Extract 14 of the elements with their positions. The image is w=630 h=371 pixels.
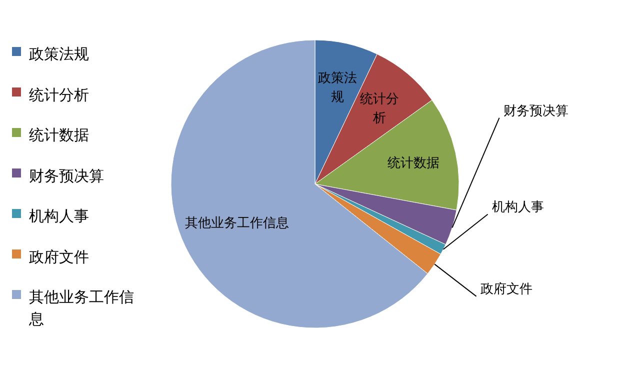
legend-label: 其他业务工作信息 [29,287,135,330]
legend-label: 财务预决算 [29,166,105,186]
slice-label: 政策法规 [316,70,358,107]
slice-label: 统计数据 [386,155,440,173]
legend-label: 统计分析 [29,84,90,106]
legend-label: 政策法规 [29,44,90,65]
legend-label: 统计数据 [29,125,90,146]
slice-label: 其他业务工作信息 [184,214,290,233]
legend-label: 政府文件 [29,246,90,268]
slice-label: 政府文件 [480,281,534,300]
slice-label: 统计分析 [359,90,400,128]
slice-label: 财务预决算 [503,102,570,121]
legend-label: 机构人事 [29,206,90,227]
slice-label: 机构人事 [492,199,545,218]
